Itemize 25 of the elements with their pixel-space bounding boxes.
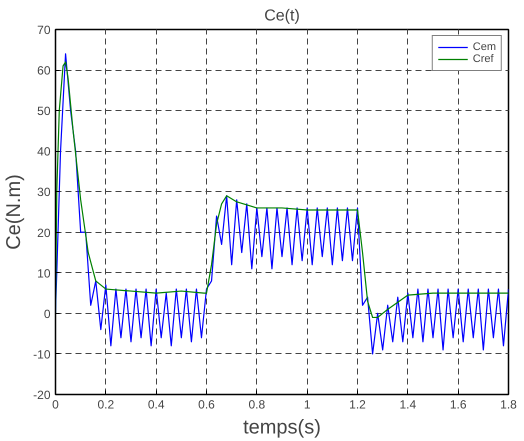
y-tick-label: 50 — [37, 104, 51, 118]
y-tick-label: 70 — [37, 23, 51, 37]
y-tick-label: 20 — [37, 226, 51, 240]
y-axis-title: Ce(N.m) — [3, 174, 26, 250]
x-tick-label: 0.2 — [97, 398, 114, 412]
y-tick-label: 10 — [37, 266, 51, 280]
chart-title: Ce(t) — [264, 8, 300, 24]
y-tick-label: 60 — [37, 64, 51, 78]
y-tick-label: 30 — [37, 185, 51, 200]
y-tick-label: 0 — [44, 306, 51, 321]
legend-label: Cem — [472, 41, 496, 53]
x-tick-label: 1.6 — [450, 398, 467, 412]
y-tick-label: 40 — [37, 144, 51, 159]
y-tick-label: -10 — [33, 347, 51, 362]
y-tick-label: -20 — [33, 388, 51, 402]
x-tick-label: 1.4 — [399, 398, 416, 412]
x-tick-label: 0.6 — [198, 398, 216, 412]
x-axis-title: temps(s) — [243, 416, 321, 438]
x-tick-label: 1.2 — [349, 398, 366, 412]
x-tick-label: 0.4 — [148, 398, 165, 412]
x-tick-label: 1 — [304, 398, 311, 412]
x-tick-label: 0.8 — [248, 398, 266, 412]
x-tick-label: 1.8 — [500, 398, 518, 412]
legend-label: Cref — [472, 53, 494, 65]
x-tick-label: 0 — [52, 398, 60, 412]
